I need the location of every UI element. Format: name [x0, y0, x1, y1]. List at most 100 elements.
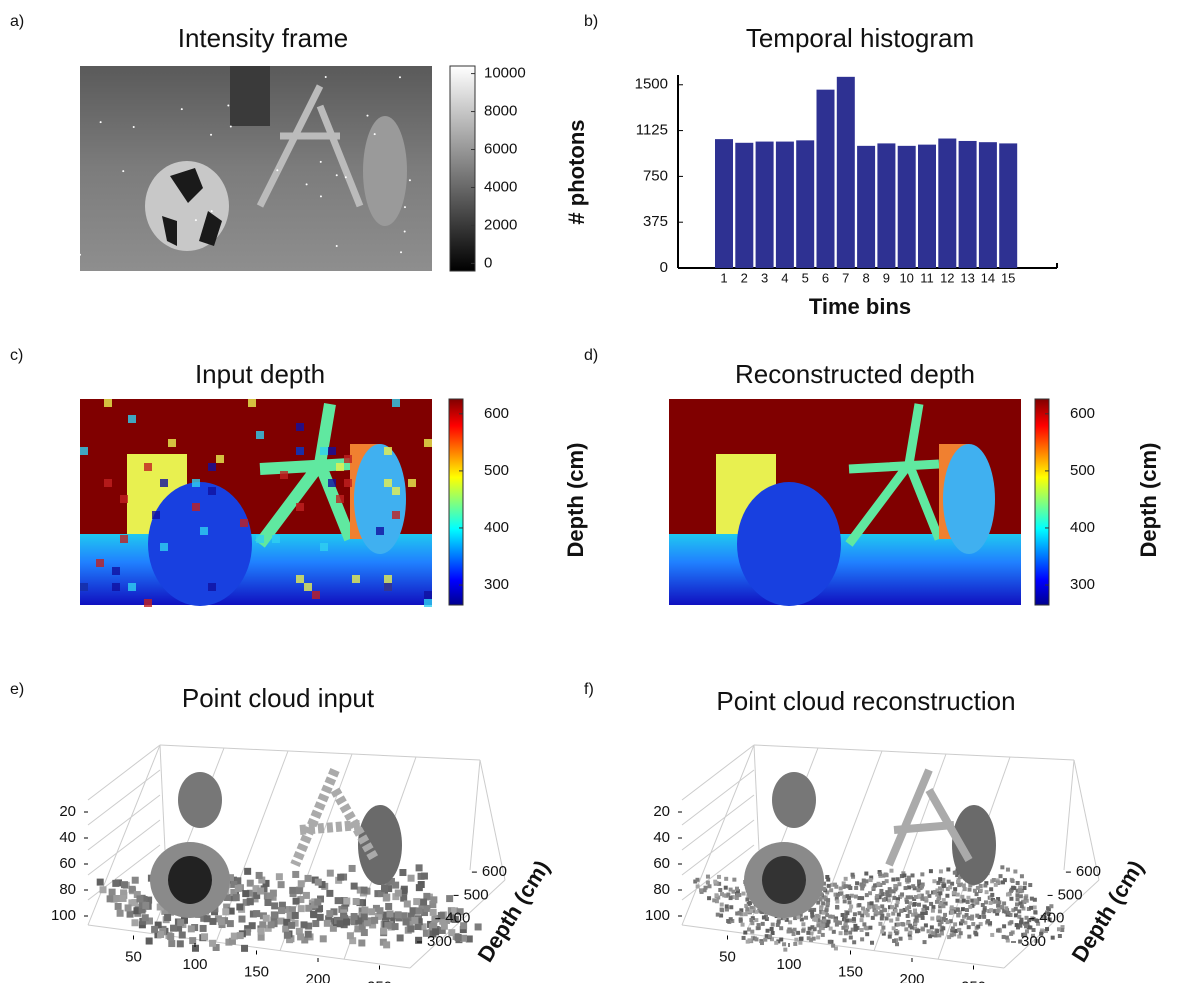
point: [799, 937, 803, 941]
point: [952, 891, 956, 895]
box-edge: [480, 760, 505, 880]
point: [950, 933, 954, 937]
object: [772, 772, 816, 828]
point: [420, 899, 427, 906]
panel-title: Input depth: [195, 359, 325, 389]
point: [880, 916, 884, 920]
noise: [296, 503, 304, 511]
point: [337, 920, 344, 927]
point: [127, 911, 134, 918]
point: [1016, 881, 1020, 885]
point: [920, 912, 924, 916]
point: [813, 927, 817, 931]
point: [908, 901, 912, 905]
noise: [227, 105, 229, 107]
point: [959, 931, 963, 935]
point: [917, 903, 921, 907]
point: [868, 926, 872, 930]
point: [361, 887, 368, 894]
point: [957, 883, 961, 887]
point: [142, 902, 149, 909]
noise: [280, 471, 288, 479]
point: [870, 901, 874, 905]
point: [844, 884, 848, 888]
point: [177, 919, 184, 926]
point: [310, 911, 317, 918]
point: [942, 884, 946, 888]
point: [253, 910, 260, 917]
point: [326, 890, 333, 897]
noise: [392, 487, 400, 495]
bar: [938, 139, 956, 268]
point: [938, 891, 942, 895]
point: [738, 911, 742, 915]
point: [293, 898, 300, 905]
point: [392, 882, 399, 889]
bar: [837, 77, 855, 268]
point: [107, 895, 114, 902]
point: [986, 919, 990, 923]
point: [879, 889, 883, 893]
point: [847, 884, 851, 888]
point: [996, 904, 1000, 908]
point: [1058, 934, 1062, 938]
point: [771, 923, 775, 927]
y-tick-label: 60: [59, 855, 76, 872]
point: [875, 894, 879, 898]
noise: [160, 479, 168, 487]
point: [164, 914, 171, 921]
point: [1015, 902, 1019, 906]
point: [848, 931, 852, 935]
x-tick-label: 15: [1001, 270, 1015, 285]
point: [395, 890, 402, 897]
point: [843, 899, 847, 903]
point: [132, 877, 139, 884]
point: [940, 931, 944, 935]
point: [935, 900, 939, 904]
point: [729, 896, 733, 900]
point: [699, 888, 703, 892]
point: [188, 925, 195, 932]
point: [904, 927, 908, 931]
point: [948, 885, 952, 889]
point: [256, 872, 263, 879]
point: [822, 919, 826, 923]
x-tick-label: 8: [862, 270, 869, 285]
point: [839, 891, 843, 895]
noise: [345, 176, 347, 178]
point: [896, 900, 900, 904]
point: [900, 892, 904, 896]
x-tick-label: 11: [920, 270, 934, 285]
point: [926, 890, 930, 894]
point: [950, 910, 954, 914]
point: [117, 910, 124, 917]
noise: [120, 535, 128, 543]
point: [816, 935, 820, 939]
bar: [877, 143, 895, 268]
colorbar-tick-label: 0: [484, 254, 492, 271]
point: [777, 919, 781, 923]
point: [766, 929, 770, 933]
noise: [256, 431, 264, 439]
point: [923, 940, 927, 944]
noise: [404, 231, 406, 233]
point: [946, 920, 950, 924]
noise: [181, 108, 183, 110]
z-tick-label: 300: [1021, 933, 1046, 950]
point: [900, 922, 904, 926]
colorbar-tick-label: 600: [1070, 405, 1095, 422]
noise: [96, 559, 104, 567]
point: [1023, 881, 1027, 885]
point: [817, 930, 821, 934]
point: [839, 931, 843, 935]
point: [200, 925, 207, 932]
panel-title: Intensity frame: [178, 23, 349, 53]
point: [238, 916, 245, 923]
point: [839, 886, 843, 890]
point: [807, 936, 811, 940]
point: [282, 926, 289, 933]
z-tick-label: 400: [1039, 910, 1064, 927]
point: [317, 914, 324, 921]
point: [878, 922, 882, 926]
noise: [120, 495, 128, 503]
